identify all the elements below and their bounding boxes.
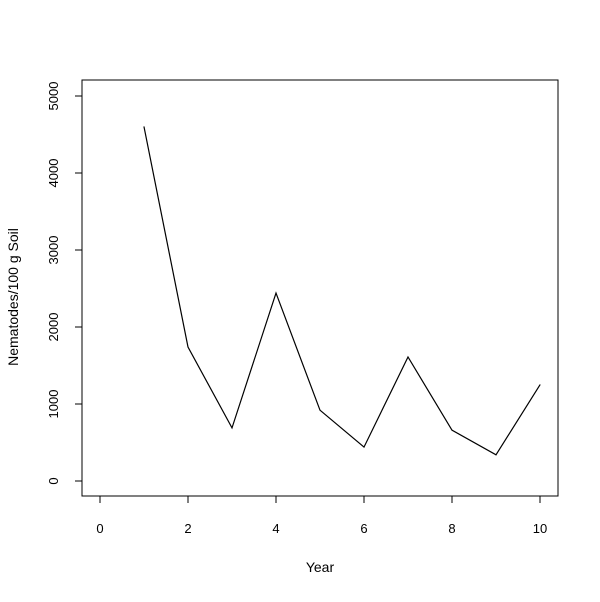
x-tick-label: 10 — [533, 521, 547, 536]
data-series-line — [143, 126, 541, 456]
x-tick-label: 6 — [360, 521, 367, 536]
data-points — [143, 126, 541, 456]
y-axis-label: Nematodes/100 g Soil — [5, 228, 21, 366]
data-point — [319, 409, 321, 411]
data-point — [231, 427, 233, 429]
y-axis: 0 1000 2000 3000 4000 5000 — [46, 82, 83, 485]
y-tick-label: 3000 — [46, 236, 61, 265]
data-point — [539, 384, 541, 386]
y-tick-label: 5000 — [46, 82, 61, 111]
data-point — [143, 126, 145, 128]
y-tick-label: 4000 — [46, 159, 61, 188]
data-point — [187, 346, 189, 348]
data-point — [407, 356, 409, 358]
data-point — [451, 429, 453, 431]
x-tick-label: 4 — [272, 521, 279, 536]
data-point — [275, 292, 277, 294]
y-tick-label: 1000 — [46, 390, 61, 419]
plot-frame — [81, 79, 559, 497]
x-tick-label: 8 — [448, 521, 455, 536]
y-tick-label: 0 — [46, 477, 61, 484]
x-axis-label: Year — [306, 559, 335, 575]
data-point — [363, 446, 365, 448]
data-point — [495, 454, 497, 456]
x-tick-label: 0 — [96, 521, 103, 536]
x-tick-label: 2 — [184, 521, 191, 536]
y-tick-label: 2000 — [46, 313, 61, 342]
x-axis: 0 2 4 6 8 10 — [96, 495, 547, 536]
